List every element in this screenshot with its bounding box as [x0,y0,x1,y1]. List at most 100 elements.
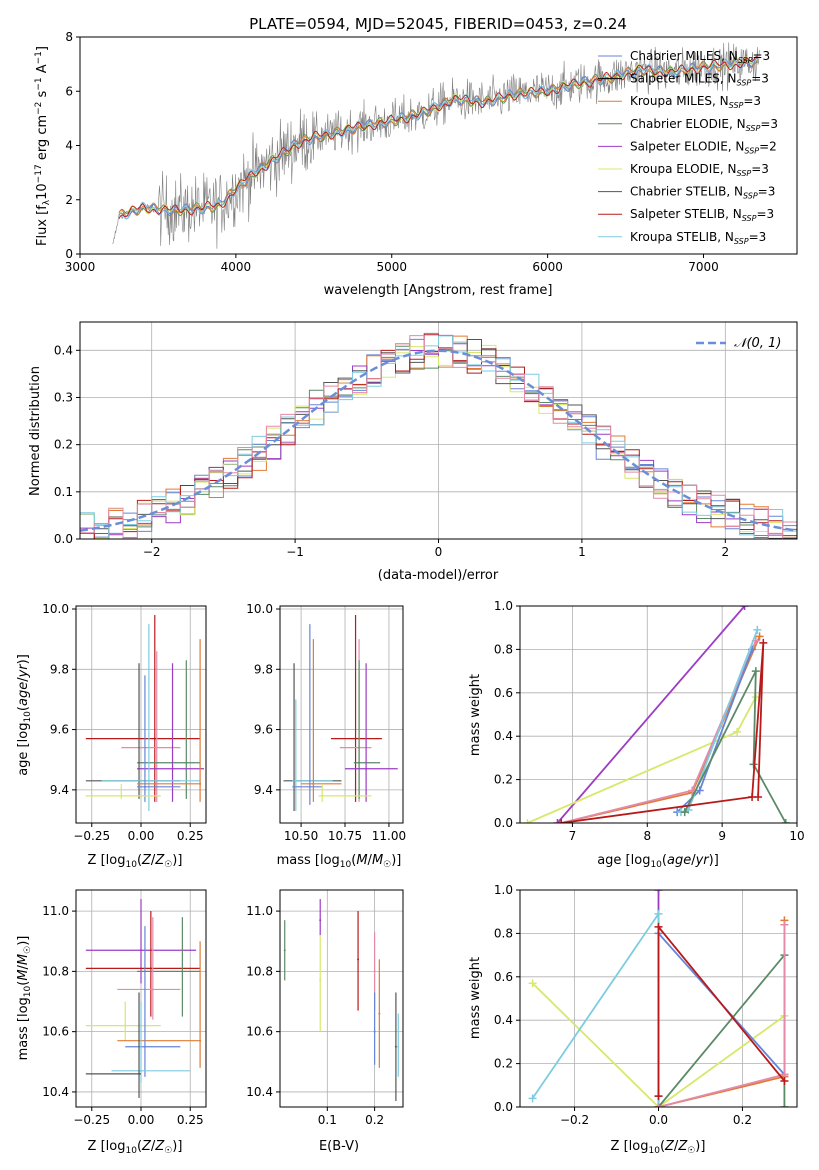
age-vs-z-ytick-label: 10.0 [42,602,69,616]
weight-vs-z-axes: −0.2 0.0 0.2 0.0 0.2 0.4 0.6 0.8 1.0 [494,883,798,1127]
weight-vs-z-marker-salpeter_stelib [780,1076,789,1085]
spectrum-legend-label: Chabrier STELIB, NSSP=3 [630,185,775,201]
spectrum-legend-label: Kroupa ELODIE, NSSP=3 [630,162,769,178]
mass-vs-z-point-chabrier_stelib [138,1072,141,1075]
spectrum-xtick-label: 6000 [532,260,563,274]
age-vs-z-point-chabrier_elodie [185,761,188,764]
spectrum-legend-model: Chabrier MILES, N [630,49,738,63]
mass-vs-ebv-point-salpeter_elodie [319,919,322,922]
age-vs-z-ytick-label: 9.8 [50,662,69,676]
weight-vs-age-ytick-label: 0.6 [494,686,513,700]
weight-vs-z-marker-salpeter_elodie [654,890,663,894]
mass-vs-z-axes: −0.25 0.00 0.25 10.4 10.6 10.8 11.0 [42,889,207,1127]
weight-vs-age-marker-chabrier_elodie [781,819,790,823]
spectrum-legend-nssp: =3 [752,49,770,63]
age-vs-z-plot-area: −0.25 0.00 0.25 9.4 9.6 9.8 10.0 [42,602,207,843]
age-vs-mass-xtick-label: 11.00 [372,829,406,843]
weight-vs-age-axes: 7 8 9 10 0.0 0.2 0.4 0.6 0.8 1.0 [494,599,805,843]
mass-vs-z-marks [85,899,202,1098]
spectrum-model-salpeter_stelib [118,56,758,220]
residual-ytick-label: 0.1 [54,485,73,499]
residual-xtick-label: −1 [286,545,304,559]
mass-vs-ebv-point-kroupa_stelib [397,1045,400,1048]
residual-hist-kroupa_stelib [80,335,797,539]
residual-ytick-label: 0.4 [54,343,73,357]
age-vs-z-point-chabrier_miles [143,785,146,788]
age-vs-z-point-kroupa_stelib [147,779,150,782]
residual-ytick-label: 0.0 [54,532,73,546]
spectrum-legend-label: Chabrier MILES, NSSP=3 [630,49,770,65]
weight-vs-age-ytick-label: 0.4 [494,729,513,743]
residual-axes: −2 −1 0 1 2 0.0 0.1 0.2 0.3 0.4 𝒩(0, 1) [54,321,798,559]
weight-vs-z-ytick-label: 0.2 [494,1057,513,1071]
spectrum-legend-nssp: =2 [759,139,777,153]
weight-vs-age-xtick-label: 7 [569,829,577,843]
mass-vs-z-point-chabrier_elodie [181,970,184,973]
age-vs-mass-point-kroupa_stelib [294,779,297,782]
spectrum-legend-nssp: =3 [743,94,761,108]
residual-xtick-label: 0 [435,545,443,559]
mass-vs-ebv-point-salpeter_stelib [357,958,360,961]
weight-vs-age-line-salpeter_stelib [561,642,765,823]
mass-vs-z-ylabel: mass [log10(M/M☉)] [16,936,33,1061]
mass-vs-ebv-xtick-label: 0.1 [318,1113,337,1127]
mass-vs-z-ytick-label: 10.6 [42,1025,69,1039]
spectrum-legend-model: Chabrier STELIB, N [630,185,743,199]
residual-legend: 𝒩(0, 1) [696,336,781,351]
age-vs-mass-point-salpeter_stelib [354,737,357,740]
spectrum-legend-sub: SSP [742,214,757,223]
weight-vs-z-ytick-label: 0.8 [494,926,513,940]
spectrum-legend-model: Salpeter MILES, N [630,72,737,86]
weight-vs-age-marker-kroupa_miles [755,632,764,641]
weight-vs-z-xtick-label: −0.2 [560,1113,589,1127]
weight-vs-z-xlabel: Z [log10(Z/Z☉)] [611,1139,706,1156]
weight-vs-age-plot-area: 7 8 9 10 0.0 0.2 0.4 0.6 0.8 1.0 [494,599,805,843]
mass-vs-ebv-point-chabrier_miles [373,1030,376,1033]
residual-ytick-label: 0.3 [54,390,73,404]
age-vs-mass-ytick-label: 10.0 [246,602,273,616]
spectrum-ytick-label: 4 [65,139,73,153]
spectrum-legend-model: Chabrier ELODIE, N [630,117,746,131]
weight-vs-age-marker-chabrier_miles [695,786,704,795]
weight-vs-z-line-chabrier_miles [657,931,786,1097]
weight-vs-age-line-salpeter_elodie [556,606,746,823]
weight-vs-age-xtick-label: 9 [718,829,726,843]
spectrum-legend-model: Kroupa ELODIE, N [630,162,737,176]
age-vs-mass-ytick-label: 9.4 [254,783,273,797]
weight-vs-age-ytick-label: 0.2 [494,773,513,787]
weight-vs-age-panel: 7 8 9 10 0.0 0.2 0.4 0.6 0.8 1.0 age [log10(age/y… [468,599,805,870]
mass-vs-z-xtick-label: −0.25 [73,1113,110,1127]
mass-vs-z-xtick-label: 0.00 [128,1113,155,1127]
age-vs-z-panel: −0.25 0.00 0.25 9.4 9.6 9.8 10.0 Z [log10(Z/Z☉… [16,602,207,870]
spectrum-ytick-label: 8 [65,30,73,44]
weight-vs-age-marks [523,606,790,823]
spectrum-legend-nssp: =3 [749,230,767,244]
weight-vs-z-ytick-label: 0.6 [494,970,513,984]
weight-vs-age-marker-salpeter_stelib [557,819,566,823]
spectrum-legend-sub: SSP [734,237,749,246]
weight-vs-age-xtick-label: 8 [643,829,651,843]
residual-panel: −2 −1 0 1 2 0.0 0.1 0.2 0.3 0.4 𝒩(0, 1) (data-mode… [28,321,798,583]
age-vs-z-xtick-label: 0.00 [128,829,155,843]
age-vs-z-xlabel: Z [log10(Z/Z☉)] [88,853,183,870]
age-vs-mass-xtick-label: 10.50 [284,829,318,843]
spectrum-xtick-label: 3000 [65,260,96,274]
weight-vs-z-line-chabrier_elodie [657,952,786,1107]
weight-vs-z-ytick-label: 0.4 [494,1013,513,1027]
mass-vs-z-ytick-label: 11.0 [42,904,69,918]
spectrum-legend-nssp: =3 [751,72,769,86]
weight-vs-age-xlabel: age [log10(age/yr)] [597,853,719,870]
weight-vs-z-marker-extra_pink [780,920,789,929]
weight-vs-age-marker-salpeter_elodie [553,819,562,823]
residual-legend-label: 𝒩(0, 1) [734,336,781,351]
spectrum-ytick-label: 0 [65,247,73,261]
weight-vs-z-xtick-label: 0.2 [733,1113,752,1127]
spectrum-ytick-label: 6 [65,84,73,98]
age-vs-z-ytick-label: 9.6 [50,723,69,737]
mass-vs-ebv-frame [279,889,404,1108]
age-vs-mass-point-kroupa_miles [312,782,315,785]
spectrum-legend-sub: SSP [746,124,761,133]
weight-vs-age-marker-salpeter_stelib [759,638,768,647]
weight-vs-z-ytick-label: 1.0 [494,883,513,897]
